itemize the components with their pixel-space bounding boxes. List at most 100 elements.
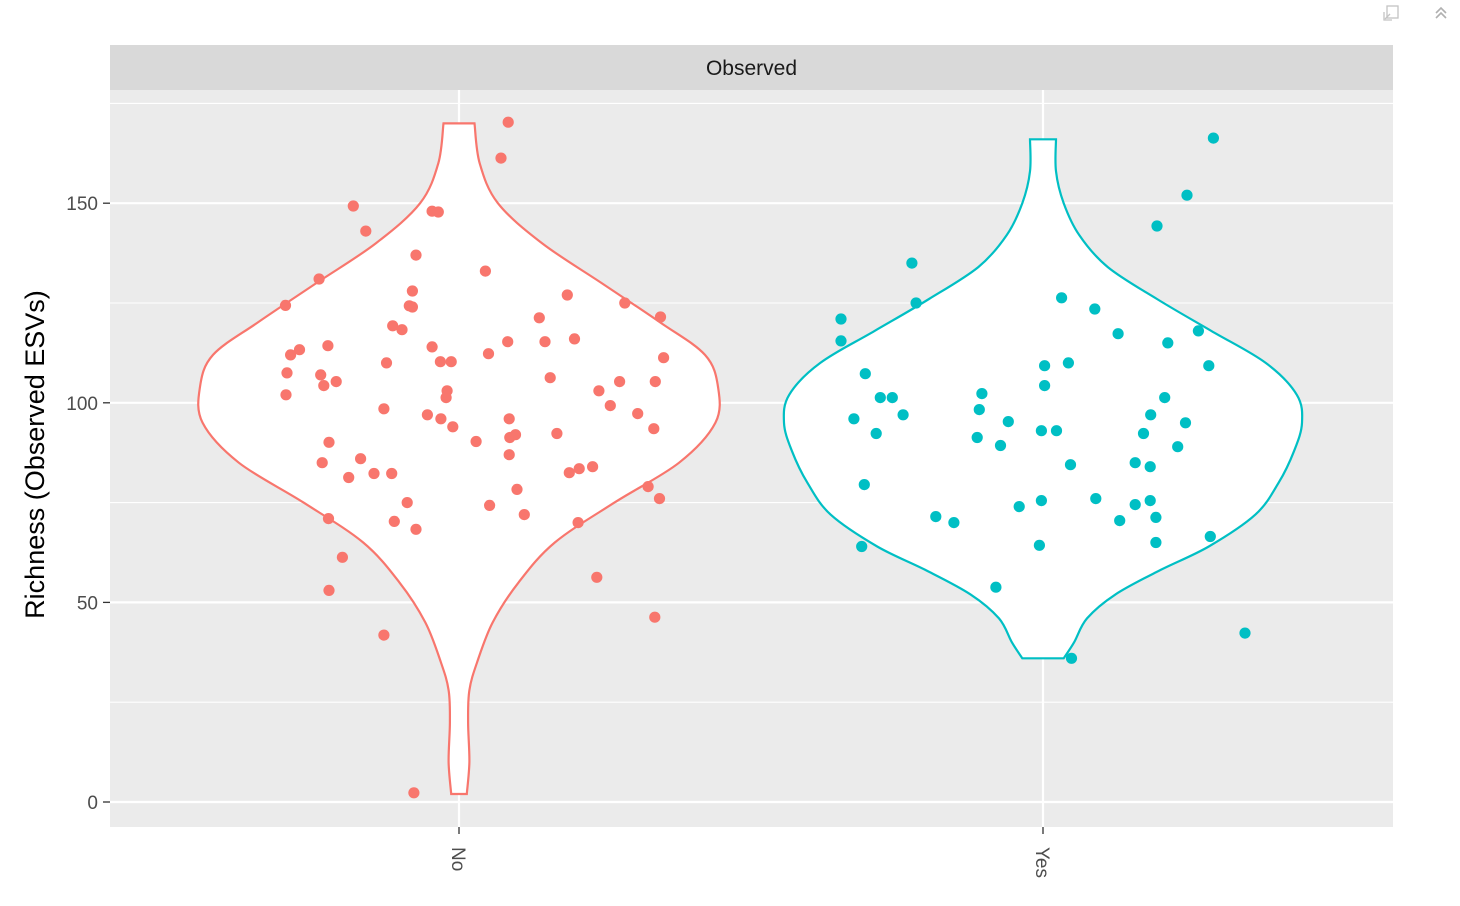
data-point-yes [856, 540, 868, 553]
data-point-yes [1137, 427, 1150, 440]
data-point-no [619, 297, 631, 309]
data-point-no [502, 116, 514, 128]
data-point-no [533, 312, 545, 324]
data-point-no [293, 344, 306, 356]
data-point-yes [1035, 425, 1047, 437]
data-point-no [632, 408, 644, 420]
data-point-yes [1039, 360, 1051, 372]
data-point-no [484, 499, 496, 511]
data-point-no [573, 463, 585, 475]
data-point-yes [1112, 328, 1124, 340]
data-point-no [330, 376, 342, 388]
data-point-no [434, 356, 446, 368]
data-point-no [387, 320, 399, 332]
x-tick-label-no: No [447, 847, 468, 871]
data-point-no [482, 348, 495, 360]
data-point-no [648, 423, 660, 435]
data-point-yes [990, 581, 1002, 593]
data-point-no [318, 380, 330, 392]
data-point-yes [910, 297, 922, 309]
data-point-no [563, 467, 575, 479]
collapse-up-icon[interactable] [1430, 2, 1452, 24]
data-point-yes [1062, 357, 1074, 369]
data-point-yes [874, 392, 886, 404]
data-point-yes [1144, 461, 1156, 473]
data-point-yes [1065, 652, 1078, 664]
data-point-yes [1002, 416, 1014, 428]
data-point-yes [1207, 132, 1219, 144]
data-point-no [336, 551, 348, 563]
data-point-yes [1179, 417, 1192, 429]
y-tick-label: 150 [66, 194, 98, 215]
data-point-no [388, 515, 400, 528]
plot-toolbar [1340, 0, 1460, 26]
data-point-no [479, 265, 491, 277]
data-point-yes [994, 439, 1007, 452]
data-point-no [551, 427, 563, 440]
data-point-yes [1090, 493, 1102, 505]
data-point-no [410, 249, 422, 261]
x-tick-label-yes: Yes [1031, 847, 1052, 878]
y-tick-label: 100 [66, 394, 98, 415]
data-point-yes [971, 431, 983, 444]
data-point-yes [1056, 292, 1068, 304]
data-point-no [447, 421, 459, 433]
data-point-no [315, 369, 327, 381]
data-point-no [368, 467, 380, 480]
data-point-yes [1145, 409, 1157, 421]
data-point-no [406, 301, 418, 313]
data-point-no [649, 376, 661, 388]
data-point-no [502, 336, 514, 348]
data-point-yes [906, 257, 918, 269]
data-point-no [378, 629, 390, 641]
data-point-yes [1239, 627, 1251, 639]
data-point-no [386, 467, 398, 480]
popout-icon[interactable] [1380, 2, 1402, 24]
data-point-no [323, 584, 335, 597]
data-point-no [539, 336, 551, 348]
data-point-yes [1162, 337, 1174, 349]
data-point-yes [1150, 536, 1162, 549]
violin-no [197, 122, 721, 796]
violin-yes [782, 138, 1304, 660]
data-point-yes [930, 510, 942, 523]
data-point-no [426, 341, 438, 353]
data-point-no [445, 356, 457, 368]
data-point-no [280, 389, 292, 401]
y-axis-title: Richness (Observed ESVs) [20, 290, 50, 619]
data-point-no [495, 152, 507, 164]
data-point-no [614, 376, 626, 388]
data-point-no [642, 481, 654, 493]
data-point-no [511, 483, 523, 495]
data-point-no [509, 429, 522, 441]
data-point-no [544, 372, 556, 384]
data-point-no [435, 413, 447, 425]
data-point-no [408, 787, 420, 799]
data-point-no [503, 449, 515, 461]
data-point-yes [897, 409, 909, 421]
data-point-no [503, 413, 515, 425]
data-point-yes [1033, 539, 1045, 551]
data-point-no [470, 435, 482, 448]
data-point-yes [1064, 459, 1077, 471]
data-point-yes [886, 392, 898, 404]
data-point-no [313, 273, 325, 285]
data-point-no [322, 513, 335, 525]
data-point-no [593, 385, 605, 397]
data-point-no [654, 311, 667, 323]
data-point-no [355, 453, 367, 465]
data-point-no [322, 340, 334, 352]
data-point-no [591, 571, 603, 583]
data-point-no [410, 523, 422, 535]
data-point-no [587, 461, 599, 473]
data-point-yes [1050, 425, 1063, 437]
data-point-yes [835, 313, 847, 325]
data-point-no [561, 289, 573, 301]
data-point-no [281, 367, 293, 379]
data-point-yes [1203, 360, 1215, 372]
data-point-yes [1159, 392, 1171, 404]
data-point-yes [1035, 495, 1047, 507]
data-point-no [653, 493, 666, 505]
data-point-yes [1089, 303, 1101, 315]
data-point-yes [1181, 189, 1193, 201]
